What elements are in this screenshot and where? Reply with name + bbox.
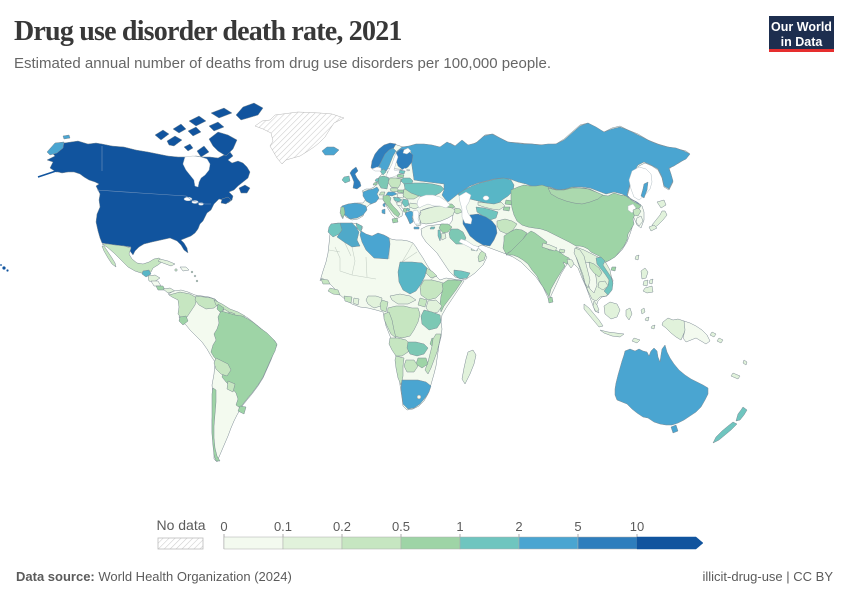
svg-text:0.5: 0.5	[392, 519, 410, 534]
svg-text:1: 1	[456, 519, 463, 534]
svg-text:2: 2	[515, 519, 522, 534]
svg-text:0.1: 0.1	[274, 519, 292, 534]
svg-text:0: 0	[220, 519, 227, 534]
svg-text:5: 5	[574, 519, 581, 534]
svg-text:No data: No data	[156, 517, 205, 533]
svg-text:10: 10	[630, 519, 644, 534]
svg-text:0.2: 0.2	[333, 519, 351, 534]
